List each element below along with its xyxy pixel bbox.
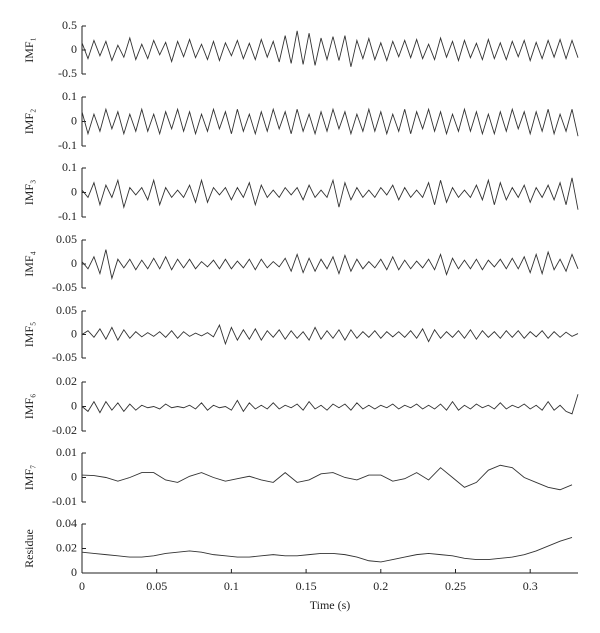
y-tick-label: 0 xyxy=(71,326,77,340)
y-axis-label: IMF₄ xyxy=(22,251,36,277)
y-tick-label: -0.1 xyxy=(58,138,77,152)
y-tick-label: 0 xyxy=(71,113,77,127)
x-tick-label: 0.2 xyxy=(373,579,388,593)
y-tick-label: 0.1 xyxy=(62,89,77,103)
signal-line xyxy=(81,323,579,346)
y-tick-label: 0.02 xyxy=(56,374,77,388)
y-tick-label: -0.02 xyxy=(52,423,77,437)
y-tick-label: 0 xyxy=(71,565,77,579)
signal-line xyxy=(81,107,579,137)
y-tick-label: 0.05 xyxy=(56,232,77,246)
y-axis-label: IMF₆ xyxy=(22,394,36,420)
y-tick-label: 0.05 xyxy=(56,303,77,317)
x-tick-label: 0 xyxy=(79,579,85,593)
signal-line xyxy=(81,249,579,281)
y-tick-label: 0.02 xyxy=(56,540,77,554)
y-tick-label: 0.01 xyxy=(56,445,77,459)
y-axis-label: Residue xyxy=(22,529,36,568)
y-axis-label: IMF₂ xyxy=(22,109,36,135)
y-tick-label: -0.1 xyxy=(58,209,77,223)
signal-line xyxy=(81,30,579,67)
signal-line xyxy=(81,394,579,415)
y-axis-label: IMF₁ xyxy=(22,37,36,63)
y-tick-label: 0.1 xyxy=(62,160,77,174)
signal-line xyxy=(81,177,579,210)
y-tick-label: -0.5 xyxy=(58,66,77,80)
y-tick-label: -0.05 xyxy=(52,350,77,364)
x-tick-label: 0.3 xyxy=(523,579,538,593)
signal-line xyxy=(81,464,573,491)
y-tick-label: -0.01 xyxy=(52,494,77,508)
x-tick-label: 0.15 xyxy=(296,579,317,593)
x-tick-label: 0.1 xyxy=(224,579,239,593)
y-tick-label: 0.04 xyxy=(56,516,77,530)
y-axis-label: IMF₃ xyxy=(22,180,36,206)
y-tick-label: -0.05 xyxy=(52,280,77,294)
x-tick-label: 0.25 xyxy=(445,579,466,593)
x-axis-label: Time (s) xyxy=(310,598,351,612)
y-axis-label: IMF₇ xyxy=(22,465,36,491)
y-tick-label: 0 xyxy=(71,398,77,412)
y-tick-label: 0 xyxy=(71,256,77,270)
y-tick-label: 0 xyxy=(71,469,77,483)
y-tick-label: 0 xyxy=(71,42,77,56)
x-tick-label: 0.05 xyxy=(146,579,167,593)
y-tick-label: 0 xyxy=(71,184,77,198)
y-tick-label: 0.5 xyxy=(62,18,77,32)
signal-line xyxy=(81,537,573,563)
y-axis-label: IMF₅ xyxy=(22,322,36,348)
